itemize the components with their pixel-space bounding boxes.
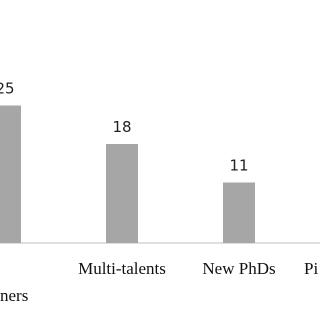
x-tick-label: ners <box>0 286 28 305</box>
value-label: 25 <box>0 80 15 98</box>
x-tick-label: Pi <box>304 259 318 278</box>
value-label: 11 <box>229 157 248 175</box>
value-label: 18 <box>112 118 131 136</box>
bar <box>223 182 255 243</box>
x-tick-label: New PhDs <box>202 259 275 278</box>
bar <box>106 144 138 243</box>
bar <box>0 105 21 243</box>
x-tick-label: Multi-talents <box>78 259 166 278</box>
